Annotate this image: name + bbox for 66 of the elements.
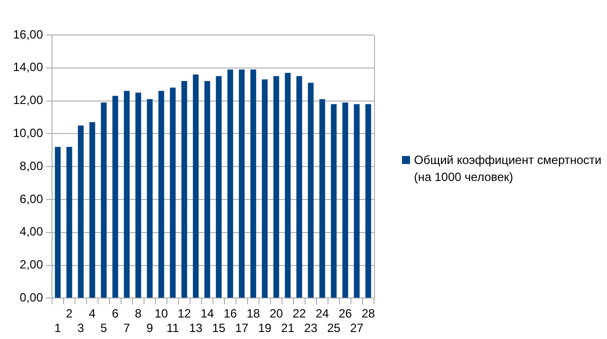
bar — [284, 72, 291, 298]
bar — [273, 76, 280, 298]
x-tick-label: 21 — [281, 321, 295, 336]
x-tick-label: 25 — [327, 321, 341, 336]
x-tick-label: 28 — [362, 306, 376, 321]
bar — [204, 81, 210, 298]
y-tick-label: 10,00 — [13, 126, 44, 140]
y-tick-label: 4,00 — [20, 224, 44, 239]
x-tick-label: 14 — [200, 306, 214, 321]
bar — [250, 70, 256, 298]
bar — [181, 81, 188, 298]
x-tick-label: 11 — [166, 321, 180, 336]
x-tick-label: 27 — [350, 321, 364, 336]
bar — [342, 102, 348, 298]
x-tick-label: 12 — [178, 306, 192, 321]
x-tick-label: 16 — [224, 306, 238, 321]
x-tick-label: 13 — [189, 321, 203, 336]
x-tick-label: 4 — [88, 306, 96, 321]
legend-label: Общий коэффициент смертности (на 1000 человек) — [414, 152, 602, 186]
x-tick-label: 18 — [246, 306, 260, 321]
bar — [262, 79, 268, 298]
x-tick-label: 17 — [235, 321, 249, 336]
y-tick-label: 0,00 — [20, 290, 44, 305]
x-tick-label: 10 — [154, 306, 168, 321]
bar — [135, 92, 142, 298]
bar — [238, 70, 245, 298]
bar — [319, 99, 326, 298]
bar — [330, 104, 337, 298]
y-tick-label: 12,00 — [13, 93, 44, 108]
y-tick-label: 6,00 — [20, 192, 44, 206]
bar — [354, 104, 360, 298]
bar — [66, 146, 72, 298]
y-tick-label: 8,00 — [20, 158, 44, 173]
bar — [216, 76, 222, 298]
y-tick-label: 16,00 — [13, 27, 44, 42]
x-tick-label: 2 — [66, 306, 73, 321]
bar — [365, 104, 372, 298]
bar — [124, 90, 130, 298]
bar — [146, 99, 153, 298]
bar — [78, 125, 84, 298]
bar — [100, 102, 107, 298]
bar — [296, 76, 302, 298]
y-tick-label: 14,00 — [13, 60, 44, 74]
x-tick-label: 5 — [100, 321, 108, 336]
x-tick-label: 19 — [258, 321, 272, 336]
x-tick-label: 1 — [54, 321, 62, 336]
x-tick-label: 6 — [112, 306, 119, 321]
x-tick-label: 7 — [123, 321, 130, 336]
bar — [308, 82, 314, 298]
x-tick-label: 15 — [212, 321, 226, 336]
y-tick-label: 2,00 — [20, 258, 44, 272]
x-tick-label: 26 — [338, 306, 352, 321]
bar — [112, 96, 118, 298]
x-tick-label: 23 — [304, 321, 318, 336]
x-tick-label: 8 — [134, 306, 142, 321]
bar — [192, 74, 199, 298]
x-tick-label: 9 — [146, 321, 154, 336]
bar — [170, 88, 176, 298]
bar — [158, 90, 164, 298]
bar — [227, 70, 234, 298]
x-tick-label: 22 — [292, 306, 306, 321]
x-tick-label: 20 — [270, 306, 284, 321]
bar — [89, 122, 96, 298]
x-tick-label: 24 — [316, 306, 330, 321]
bar — [54, 146, 61, 298]
x-tick-label: 3 — [77, 321, 84, 336]
